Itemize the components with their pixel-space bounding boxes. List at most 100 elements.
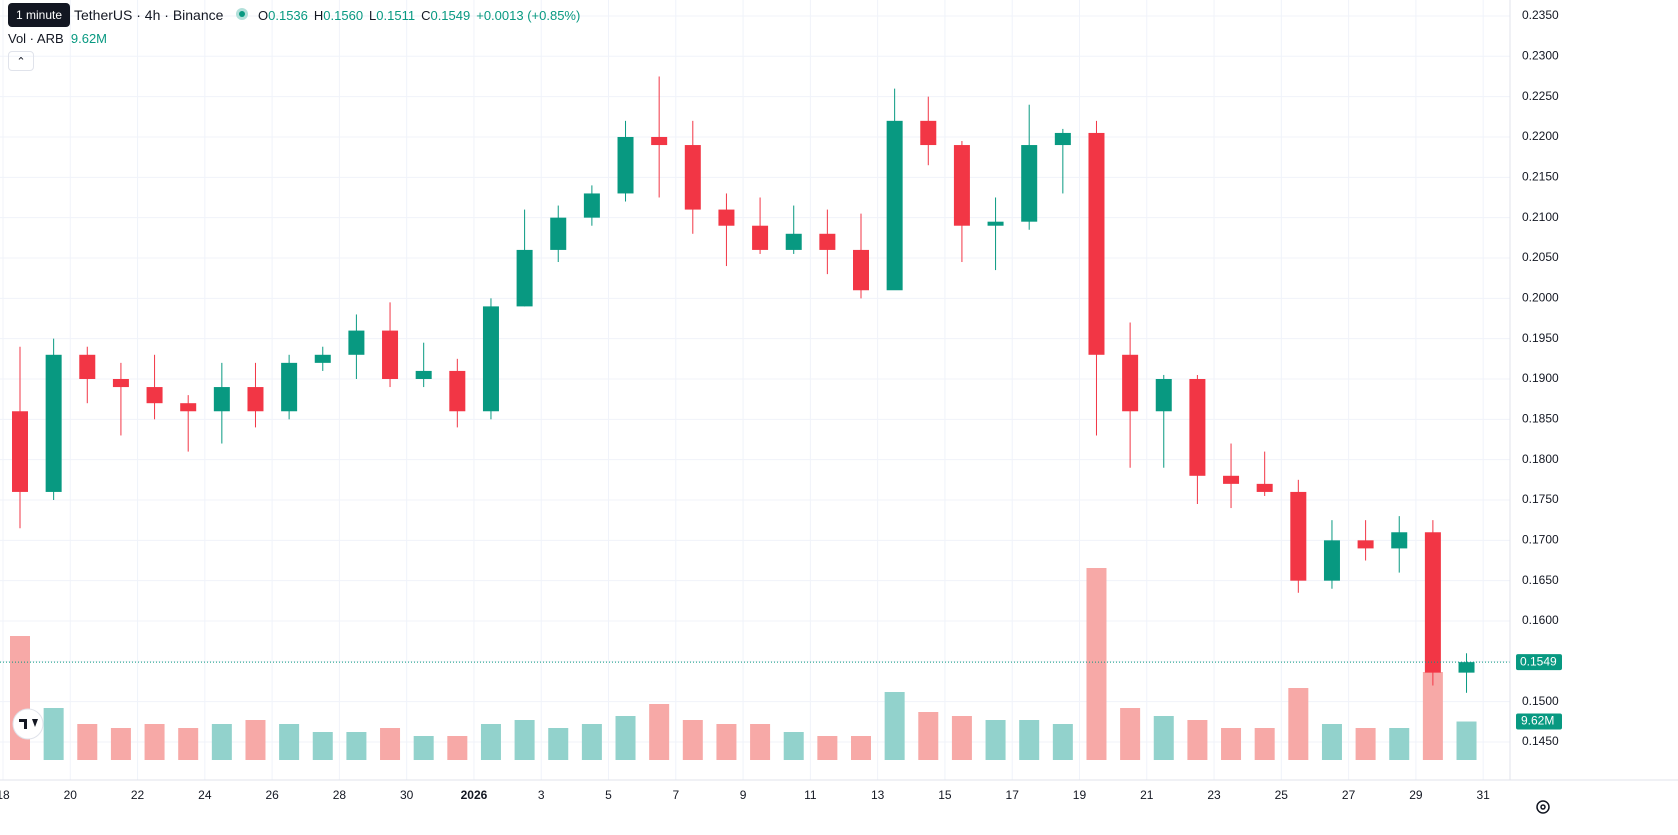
- candle-body: [247, 387, 264, 412]
- y-tick-label: 0.1800: [1522, 452, 1559, 466]
- candle-body: [617, 136, 634, 194]
- volume-bar: [1254, 728, 1275, 760]
- volume-bar: [1019, 720, 1040, 760]
- y-tick-label: 0.1450: [1522, 734, 1559, 748]
- y-tick-label: 0.1600: [1522, 613, 1559, 627]
- plot: [0, 0, 1510, 780]
- candle-body: [550, 217, 567, 250]
- volume-legend: Vol · ARB 9.62M: [8, 31, 107, 46]
- volume-bar: [312, 732, 333, 760]
- x-tick-label: 27: [1342, 788, 1356, 802]
- candle-body: [1189, 378, 1206, 476]
- candle-body: [684, 145, 701, 210]
- candle-body: [112, 378, 129, 388]
- y-tick-label: 0.2350: [1522, 8, 1559, 22]
- volume-bar: [279, 724, 300, 760]
- x-tick-label: 21: [1140, 788, 1154, 802]
- volume-bar: [110, 728, 131, 760]
- volume-bar: [682, 720, 703, 760]
- settings-icon[interactable]: [1536, 800, 1550, 814]
- candle-body: [987, 221, 1004, 226]
- x-tick-label: 17: [1006, 788, 1020, 802]
- candle-body: [415, 370, 432, 379]
- volume-bar: [514, 720, 535, 760]
- x-tick-label: 23: [1207, 788, 1221, 802]
- candle-body: [1155, 378, 1172, 412]
- symbol-title[interactable]: TetherUS · 4h · Binance: [74, 7, 224, 23]
- volume-bar: [10, 636, 30, 760]
- y-tick-label: 0.1950: [1522, 331, 1559, 345]
- candle-body: [348, 330, 365, 355]
- gear-center[interactable]: [1540, 804, 1546, 810]
- candle-body: [516, 249, 533, 307]
- candle-body: [752, 225, 769, 250]
- candle-body: [482, 306, 499, 412]
- candle-body: [12, 411, 28, 492]
- x-tick-label: 13: [871, 788, 885, 802]
- x-tick-label: 19: [1073, 788, 1087, 802]
- candle-body: [382, 330, 399, 379]
- y-tick-label: 0.1500: [1522, 694, 1559, 708]
- ohlc-key: C: [421, 8, 431, 23]
- x-tick-label: 7: [672, 788, 679, 802]
- candle-body: [1223, 475, 1240, 484]
- volume-bar: [380, 728, 401, 760]
- candle-body: [1323, 540, 1340, 581]
- volume-bar: [1120, 708, 1141, 760]
- y-tick-label: 0.1700: [1522, 533, 1559, 547]
- candle-body: [1088, 132, 1105, 355]
- x-tick-label: 24: [198, 788, 212, 802]
- candle-body: [1021, 145, 1038, 222]
- candle-body: [920, 120, 937, 146]
- volume-bar: [817, 736, 838, 760]
- candle-body: [314, 354, 331, 363]
- volume-bar: [1321, 724, 1342, 760]
- x-tick-label: 11: [804, 788, 817, 802]
- candle-body: [281, 362, 298, 412]
- y-tick-label: 0.1650: [1522, 573, 1559, 587]
- volume-bar: [346, 732, 367, 760]
- logo-mark[interactable]: [19, 719, 38, 729]
- status-dot: [236, 8, 248, 20]
- volume-bar: [918, 712, 939, 760]
- ohlc-value: 0.1511: [376, 8, 416, 23]
- logo-circle[interactable]: [12, 708, 44, 740]
- volume-label: 9.62M: [1521, 714, 1554, 728]
- logo[interactable]: [12, 708, 44, 740]
- candle-body: [1357, 540, 1374, 549]
- volume-bar: [783, 732, 804, 760]
- collapse-button[interactable]: ⌃: [8, 51, 34, 71]
- candle-body: [1256, 483, 1273, 492]
- y-tick-label: 0.2300: [1522, 48, 1559, 62]
- volume-bar: [1355, 728, 1376, 760]
- volume-bar: [1187, 720, 1208, 760]
- ohlc-value: 0.1560: [323, 8, 364, 23]
- gear[interactable]: [1536, 800, 1550, 814]
- x-tick-label: 18: [0, 788, 10, 802]
- y-tick-label: 0.2150: [1522, 169, 1559, 183]
- volume-bar: [1422, 672, 1443, 760]
- ohlc-key: H: [313, 8, 324, 23]
- candle-body: [1290, 491, 1307, 581]
- volume-bar: [951, 716, 972, 760]
- volume-bar: [548, 728, 569, 760]
- candle-body: [853, 249, 869, 291]
- volume-bar: [1221, 728, 1242, 760]
- volume-value: 9.62M: [70, 31, 108, 46]
- volume-bar: [581, 724, 602, 760]
- change-value: +0.0013 (+0.85%): [476, 8, 581, 23]
- volume-bar: [43, 708, 64, 760]
- x-tick-label: 22: [131, 788, 145, 802]
- y-tick-label: 0.2250: [1522, 89, 1559, 103]
- x-tick-label: 30: [400, 788, 414, 802]
- candle-body: [785, 233, 802, 250]
- x-tick-label: 26: [265, 788, 279, 802]
- candle-body: [1424, 532, 1441, 673]
- ohlc-value: 0.1536: [268, 8, 308, 23]
- candle-body: [180, 403, 197, 412]
- volume-bar: [851, 736, 871, 760]
- candle-body: [1391, 532, 1408, 549]
- volume-bar: [1456, 721, 1477, 760]
- volume-box: [1516, 713, 1562, 730]
